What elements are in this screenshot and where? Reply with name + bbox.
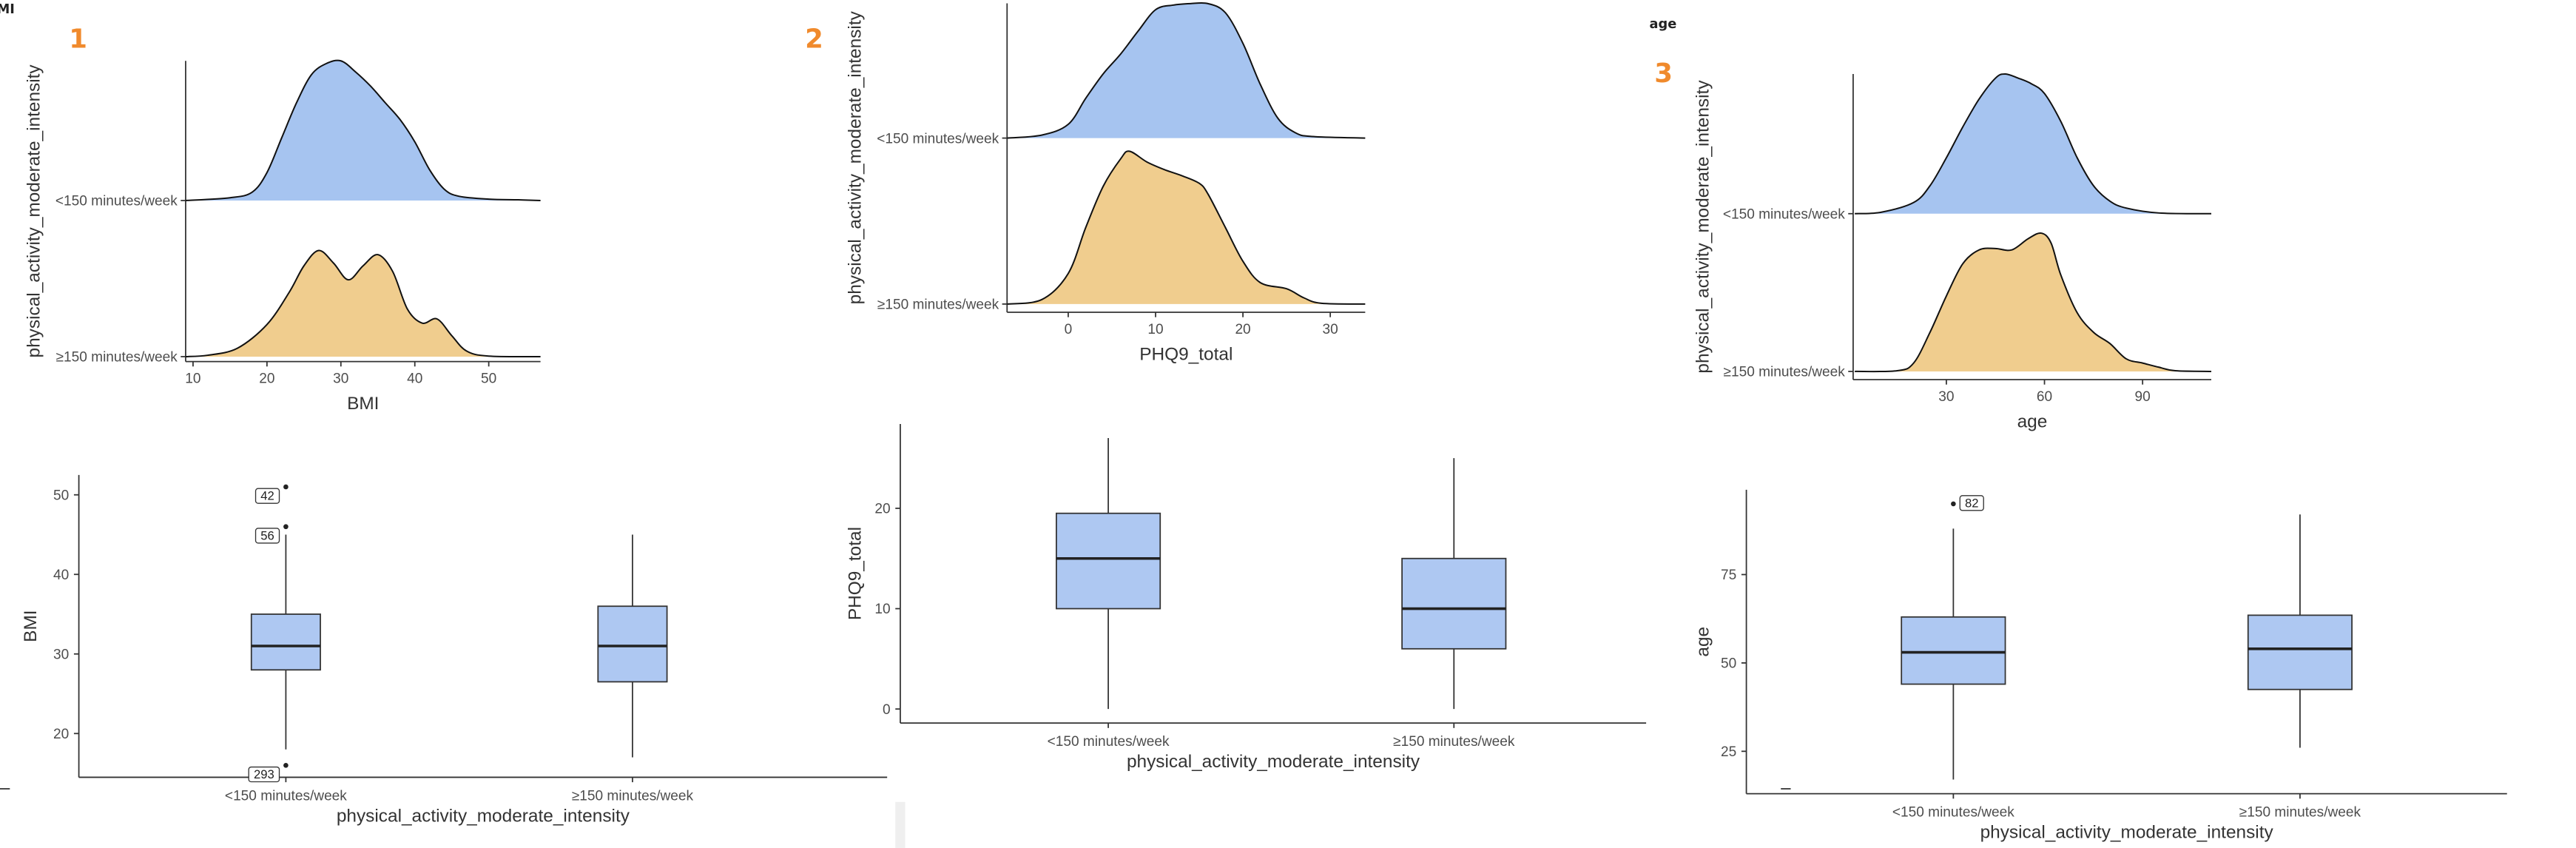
outlier-point bbox=[283, 762, 289, 768]
density-ridge-3: age physical_activity_moderate_intensity <… bbox=[1693, 73, 2212, 431]
box-iqr bbox=[2247, 614, 2353, 690]
outlier-label: 82 bbox=[1965, 496, 1979, 510]
box-iqr bbox=[1401, 557, 1507, 650]
x-tick-label: ≥150 minutes/week bbox=[572, 789, 694, 804]
x-axis-title: physical_activity_moderate_intensity bbox=[337, 806, 630, 826]
box-iqr bbox=[597, 605, 668, 683]
outlier-point bbox=[283, 484, 289, 490]
y-axis-title: BMI bbox=[21, 610, 41, 642]
density-area-1 bbox=[185, 250, 541, 357]
density-line-1 bbox=[1855, 232, 2212, 373]
y-axis-title: physical_activity_moderate_intensity bbox=[846, 10, 866, 304]
density-area-1 bbox=[1007, 151, 1366, 304]
outlier-label-box bbox=[254, 528, 280, 544]
density-area-1 bbox=[1855, 232, 2212, 372]
boxplot-2: physical_activity_moderate_intensity PHQ9… bbox=[846, 424, 1647, 772]
x-tick-label: 30 bbox=[333, 371, 348, 386]
density-line-1 bbox=[185, 249, 541, 357]
header-fragment-left: MI bbox=[0, 2, 15, 17]
y-tick-label: 30 bbox=[53, 647, 69, 662]
x-tick-label: 20 bbox=[259, 371, 274, 386]
y-tick-label: 20 bbox=[53, 727, 69, 742]
density-area-0 bbox=[1855, 73, 2212, 214]
y-tick-label: ≥150 minutes/week bbox=[1724, 365, 1846, 380]
density-line-0 bbox=[185, 59, 541, 201]
x-tick-label: <150 minutes/week bbox=[225, 789, 347, 804]
outlier-point bbox=[1951, 501, 1956, 507]
density-area-0 bbox=[185, 60, 541, 201]
x-tick-label: 10 bbox=[1147, 322, 1163, 337]
x-tick-label: 90 bbox=[2135, 389, 2151, 405]
panel-number-2: 2 bbox=[805, 24, 823, 54]
x-tick-label: 50 bbox=[481, 371, 496, 386]
panel-number-1: 1 bbox=[69, 24, 87, 54]
boxplot-1: physical_activity_moderate_intensity BMI 2… bbox=[21, 474, 888, 826]
y-tick-label: 50 bbox=[1721, 656, 1736, 672]
panel-number-3: 3 bbox=[1654, 58, 1673, 89]
x-tick-label: ≥150 minutes/week bbox=[1393, 734, 1515, 750]
outlier-label-box bbox=[248, 766, 280, 783]
x-tick-label: 40 bbox=[407, 371, 422, 386]
outlier-label: 56 bbox=[260, 528, 274, 542]
x-tick-label: 0 bbox=[1065, 322, 1073, 337]
x-tick-label: 60 bbox=[2037, 389, 2052, 405]
outlier-label: 293 bbox=[254, 767, 274, 781]
x-tick-label: ≥150 minutes/week bbox=[2239, 805, 2361, 821]
x-axis-title: age bbox=[2017, 411, 2048, 431]
density-area-0 bbox=[1007, 2, 1366, 138]
x-tick-label: <150 minutes/week bbox=[1892, 805, 2014, 821]
x-tick-label: 10 bbox=[185, 371, 200, 386]
boxplot-3: physical_activity_moderate_intensity age 2… bbox=[1693, 489, 2507, 843]
y-tick-label: <150 minutes/week bbox=[55, 194, 178, 209]
density-ridge-1: BMI physical_activity_moderate_intensity <… bbox=[24, 59, 541, 414]
density-line-1 bbox=[1007, 150, 1366, 305]
y-tick-label: <150 minutes/week bbox=[1723, 206, 1845, 222]
box-iqr bbox=[1055, 512, 1161, 610]
y-tick-label: 40 bbox=[53, 568, 69, 583]
y-tick-label: 50 bbox=[53, 488, 69, 503]
y-axis-title: physical_activity_moderate_intensity bbox=[24, 64, 44, 358]
density-line-0 bbox=[1855, 73, 2212, 215]
outlier-point bbox=[283, 524, 289, 530]
density-ridge-2: PHQ9_total physical_activity_moderate_int… bbox=[846, 1, 1366, 364]
x-tick-label: 30 bbox=[1938, 389, 1954, 405]
y-tick-label: <150 minutes/week bbox=[877, 131, 999, 147]
y-axis-title: age bbox=[1693, 627, 1713, 657]
x-tick-label: <150 minutes/week bbox=[1048, 734, 1170, 750]
x-tick-label: 30 bbox=[1323, 322, 1338, 337]
y-axis-title: PHQ9_total bbox=[846, 527, 866, 620]
x-axis-title: BMI bbox=[347, 394, 379, 414]
x-tick-label: 20 bbox=[1235, 322, 1250, 337]
box-iqr bbox=[250, 613, 321, 671]
outlier-label-box bbox=[1959, 495, 1984, 511]
y-tick-label: 10 bbox=[874, 602, 890, 617]
density-line-0 bbox=[1007, 1, 1366, 139]
y-tick-label: 20 bbox=[874, 502, 890, 517]
x-axis-title: physical_activity_moderate_intensity bbox=[1980, 823, 2274, 843]
header-fragment-right: age bbox=[1650, 17, 1677, 32]
x-axis-title: PHQ9_total bbox=[1139, 344, 1233, 364]
y-tick-label: 0 bbox=[883, 702, 891, 718]
scroll-gutter bbox=[895, 801, 906, 848]
y-tick-label: ≥150 minutes/week bbox=[877, 297, 999, 313]
outlier-label-box bbox=[254, 488, 280, 504]
outlier-label: 42 bbox=[260, 489, 274, 503]
box-iqr bbox=[1901, 616, 2006, 685]
x-axis-title: physical_activity_moderate_intensity bbox=[1127, 752, 1420, 772]
y-tick-label: 75 bbox=[1721, 568, 1736, 583]
y-tick-label: 25 bbox=[1721, 744, 1736, 760]
y-tick-label: ≥150 minutes/week bbox=[56, 350, 178, 366]
y-axis-title: physical_activity_moderate_intensity bbox=[1693, 80, 1713, 374]
